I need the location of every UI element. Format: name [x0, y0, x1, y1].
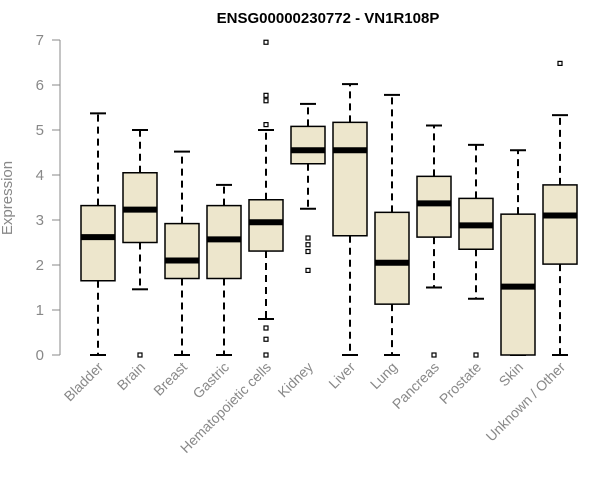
y-axis: 0 1 2 3 4 5 6 7: [36, 32, 61, 364]
box-iqr: [374, 211, 410, 305]
outlier-point: [305, 267, 311, 273]
box-iqr: [542, 184, 578, 265]
category-label: Kidney: [275, 359, 317, 401]
box-group: [248, 39, 284, 358]
outlier-point: [473, 352, 479, 358]
outlier-point: [137, 352, 143, 358]
box-iqr: [248, 199, 284, 252]
box-iqr: [164, 222, 200, 280]
outlier-point: [263, 98, 269, 104]
outlier-point: [305, 235, 311, 241]
outlier-point: [557, 60, 563, 67]
category-label: Unknown / Other: [483, 359, 569, 445]
category-label: Brain: [114, 359, 148, 393]
category-label: Skin: [496, 359, 527, 390]
box-group: [500, 149, 536, 356]
box-group: [80, 112, 116, 356]
outlier-point: [431, 352, 437, 358]
box-iqr: [416, 175, 452, 238]
boxes-group: [80, 39, 578, 358]
outlier-point: [263, 92, 269, 98]
y-tick-label: 4: [36, 167, 44, 184]
outlier-point: [263, 39, 269, 45]
box-group: [122, 129, 158, 358]
chart-title: ENSG00000230772 - VN1R108P: [217, 10, 440, 27]
category-label: Bladder: [61, 359, 107, 405]
box-group: [164, 150, 200, 356]
outlier-point: [263, 336, 269, 342]
y-tick-label: 5: [36, 122, 44, 139]
y-axis-label: Expression: [0, 161, 16, 235]
outlier-point: [263, 352, 269, 358]
outlier-point: [305, 248, 311, 255]
box-iqr: [290, 125, 326, 165]
box-iqr: [80, 204, 116, 282]
category-label: Prostate: [436, 359, 484, 407]
y-tick-label: 1: [36, 302, 44, 319]
box-group: [542, 60, 578, 356]
box-group: [458, 143, 494, 358]
y-tick-label: 3: [36, 212, 44, 229]
outlier-point: [305, 242, 311, 248]
y-tick-label: 0: [36, 347, 44, 364]
category-label: Liver: [325, 359, 358, 392]
outlier-point: [263, 121, 269, 128]
y-tick-label: 7: [36, 32, 44, 49]
box-group: [206, 183, 242, 356]
box-group: [374, 93, 410, 356]
outlier-point: [263, 325, 269, 331]
box-group: [416, 124, 452, 358]
box-group: [290, 102, 326, 273]
box-iqr: [332, 121, 368, 237]
box-group: [332, 83, 368, 356]
category-label: Breast: [150, 359, 190, 399]
category-label: Lung: [367, 359, 400, 392]
category-label: Pancreas: [389, 359, 442, 412]
y-tick-label: 6: [36, 77, 44, 94]
y-tick-label: 2: [36, 257, 44, 274]
